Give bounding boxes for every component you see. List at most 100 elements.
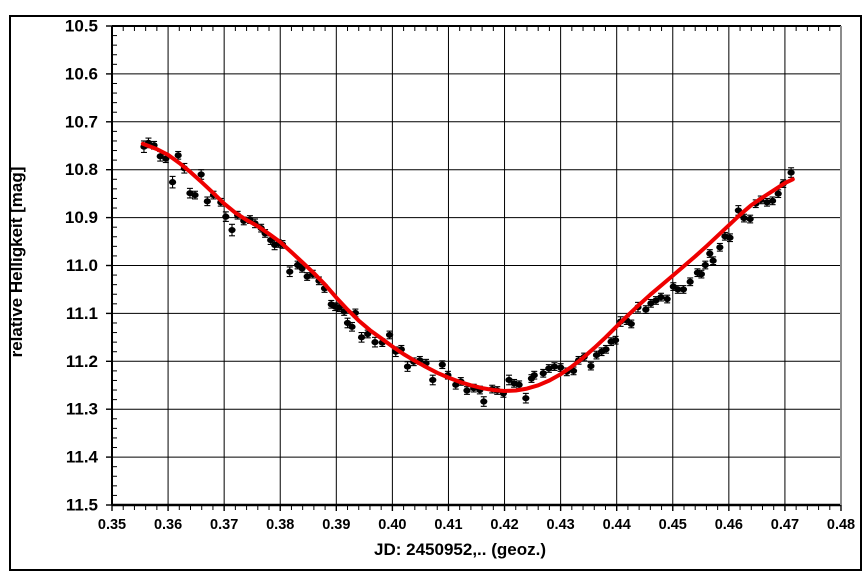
data-point	[371, 336, 379, 348]
data-point	[716, 242, 724, 252]
measurement-marker	[463, 387, 471, 394]
measurement-marker	[787, 169, 795, 176]
data-point	[480, 396, 488, 407]
data-point	[303, 272, 311, 281]
data-point	[348, 321, 356, 332]
measurement-marker	[174, 152, 182, 159]
measurement-marker	[611, 337, 620, 344]
measurement-marker	[348, 323, 356, 330]
data-point	[385, 330, 394, 340]
y-tick-label: 10.6	[65, 64, 98, 83]
data-point	[197, 169, 205, 180]
data-point	[697, 269, 705, 279]
measurement-marker	[530, 372, 538, 379]
data-point	[203, 196, 211, 207]
measurement-marker	[505, 376, 513, 384]
x-axis-title: JD: 2450952,.. (geoz.)	[374, 540, 546, 559]
data-point	[510, 378, 518, 388]
measurement-marker	[569, 367, 578, 374]
x-tick-label: 0.43	[546, 517, 574, 533]
data-point	[663, 294, 671, 304]
x-tick-label: 0.47	[771, 517, 799, 533]
measurement-marker	[716, 244, 724, 251]
measurement-marker	[522, 395, 530, 402]
data-point	[763, 197, 771, 207]
measurement-marker	[657, 294, 665, 301]
measurement-marker	[706, 250, 714, 257]
figure-border	[9, 15, 862, 571]
measurement-marker	[674, 286, 682, 293]
x-tick-label: 0.39	[322, 517, 350, 533]
measurement-marker	[734, 207, 742, 214]
y-tick-label: 10.7	[65, 112, 98, 131]
fit-curve	[140, 141, 795, 393]
measurement-marker	[364, 330, 372, 338]
measurement-marker	[438, 361, 446, 368]
measurement-marker	[763, 199, 771, 206]
measurement-marker	[697, 271, 705, 278]
data-point	[746, 214, 754, 224]
measurement-marker	[557, 364, 565, 371]
measurement-marker	[642, 306, 650, 313]
y-tick-label: 10.5	[65, 17, 98, 36]
x-tick-label: 0.38	[266, 517, 294, 533]
measurement-marker	[357, 334, 366, 341]
data-point	[286, 266, 294, 278]
y-tick-label: 11.4	[66, 448, 99, 467]
measurement-marker	[385, 331, 394, 339]
x-tick-label: 0.44	[603, 517, 631, 533]
data-point	[429, 374, 437, 386]
x-tick-label: 0.41	[434, 517, 462, 533]
data-point	[545, 364, 553, 373]
data-point	[174, 150, 182, 160]
measurement-marker	[168, 179, 177, 186]
data-point	[228, 223, 236, 237]
data-point	[627, 319, 635, 329]
measurement-marker	[222, 213, 230, 220]
data-point	[679, 285, 688, 294]
measurement-marker	[709, 257, 717, 264]
data-point	[522, 392, 530, 404]
measurement-marker	[602, 346, 610, 353]
data-point	[674, 285, 682, 294]
data-point	[335, 303, 343, 313]
data-point	[463, 386, 471, 395]
measurement-marker	[371, 339, 379, 346]
measurement-marker	[539, 370, 547, 377]
measurement-marker	[286, 268, 294, 275]
data-point	[709, 256, 717, 266]
tick-labels: 0.35 0.36 0.37 0.38 0.39 0.40 0.41 0.42 0.43 0.44…	[65, 17, 855, 534]
data-point	[611, 335, 620, 345]
data-point	[191, 190, 199, 200]
measurement-marker	[701, 261, 709, 269]
data-point	[438, 360, 446, 370]
data-point	[706, 249, 714, 258]
measurement-marker	[303, 273, 311, 280]
y-axis-title: relative Helligkeit [mag]	[7, 167, 26, 358]
measurement-marker	[726, 234, 734, 241]
measurement-marker	[298, 265, 306, 272]
measurement-marker	[191, 191, 199, 199]
data-point	[557, 363, 565, 372]
x-tick-label: 0.37	[210, 517, 238, 533]
measurement-marker	[343, 319, 352, 327]
data-point	[607, 337, 615, 347]
measurement-marker	[592, 351, 601, 359]
x-tick-label: 0.48	[827, 517, 855, 533]
measurement-marker	[162, 155, 170, 162]
measurement-marker	[746, 215, 754, 223]
measurement-marker	[452, 381, 460, 388]
measurement-marker	[480, 398, 488, 405]
y-tick-label: 11.3	[66, 400, 98, 419]
data-point	[774, 189, 782, 199]
measurement-marker	[203, 198, 211, 205]
y-tick-label: 11.1	[66, 304, 98, 323]
measurement-marker	[335, 304, 343, 311]
measurement-marker	[686, 278, 694, 285]
measurement-marker	[774, 190, 782, 197]
data-point	[222, 211, 230, 222]
data-points	[140, 137, 795, 407]
measurement-marker	[197, 171, 205, 178]
data-point	[357, 332, 366, 343]
